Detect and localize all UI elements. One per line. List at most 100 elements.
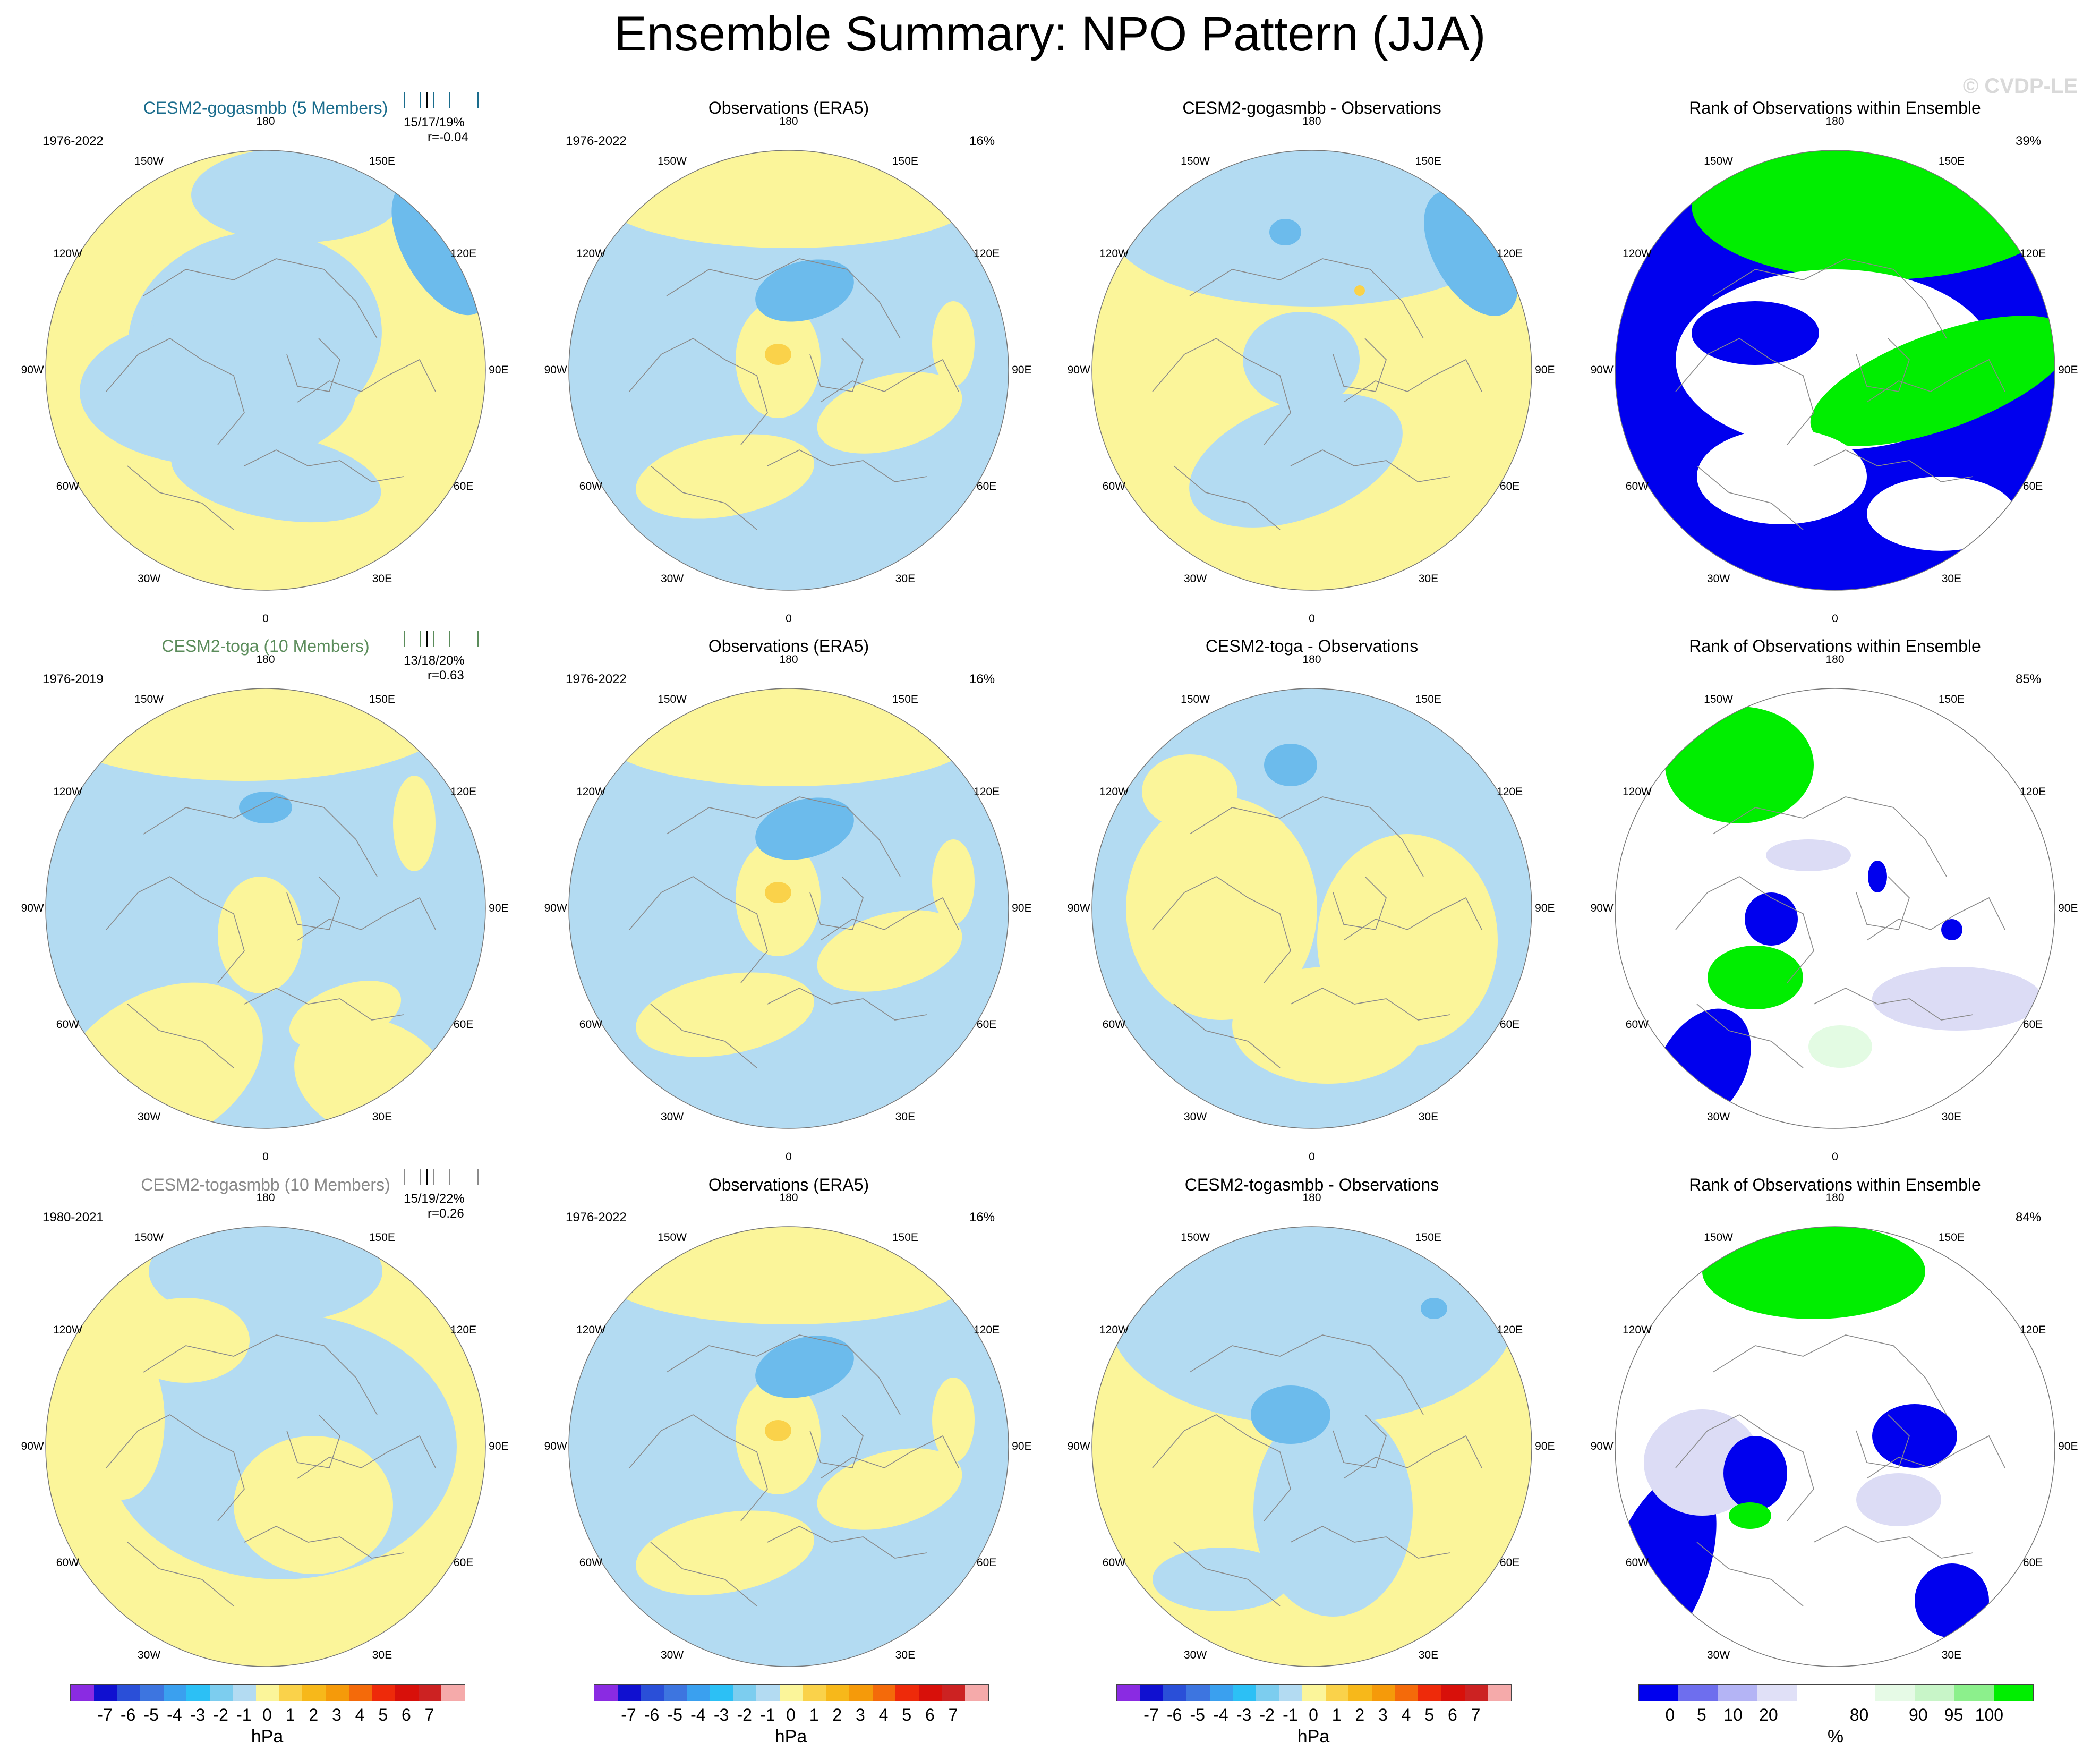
- field-blob: [636, 972, 814, 1057]
- coastline: [1173, 465, 1281, 530]
- diff-map: [1091, 1226, 1532, 1667]
- colorbar-tick-label: 3: [856, 1705, 865, 1724]
- field-blob: [755, 259, 854, 322]
- longitude-label: 30E: [1941, 1111, 1962, 1124]
- longitude-label: 120E: [974, 1323, 1000, 1336]
- colorbar-swatch: [1954, 1685, 1994, 1701]
- colorbar-swatch: [1418, 1685, 1441, 1701]
- pct-area-label: 84%: [2016, 1210, 2042, 1225]
- longitude-label: 30E: [895, 1111, 916, 1124]
- coastline: [809, 338, 864, 392]
- coastline: [244, 988, 404, 1021]
- coastline: [1189, 796, 1424, 877]
- coastline: [286, 1414, 340, 1468]
- longitude-label: 120W: [576, 1323, 605, 1336]
- colorbar-tick-label: 2: [832, 1705, 842, 1724]
- longitude-label: 150E: [369, 1231, 395, 1244]
- longitude-label: 90E: [489, 364, 509, 376]
- longitude-label: 30W: [137, 1111, 161, 1124]
- longitude-label: 120W: [53, 247, 82, 260]
- coastline: [809, 876, 864, 930]
- colorbar-tick-label: 3: [332, 1705, 342, 1724]
- longitude-label: 0: [262, 612, 269, 625]
- coastline: [629, 338, 768, 445]
- colorbar-swatch: [1117, 1685, 1140, 1701]
- coastline: [1856, 1414, 1910, 1468]
- colorbar-tick-label: -1: [236, 1705, 252, 1724]
- colorbar-tick-label: -5: [1190, 1705, 1205, 1724]
- page-title: Ensemble Summary: NPO Pattern (JJA): [614, 7, 1486, 61]
- colorbar-tick-label: 2: [309, 1705, 319, 1724]
- coastline: [1856, 338, 1910, 392]
- colorbar-swatch: [803, 1685, 826, 1701]
- colorbar-swatch: [441, 1685, 465, 1701]
- colorbar-tick-label: -2: [213, 1705, 228, 1724]
- model-panel-title: CESM2-gogasmbb (5 Members): [143, 98, 388, 117]
- field-blob: [817, 372, 962, 454]
- spread-tick: [426, 631, 428, 647]
- longitude-label: 30E: [372, 1111, 392, 1124]
- longitude-label: 150W: [1181, 155, 1210, 167]
- longitude-label: 150W: [1181, 693, 1210, 705]
- field-blob: [1110, 1227, 1514, 1425]
- field-blob: [1421, 1298, 1447, 1319]
- longitude-label: 90W: [21, 1440, 44, 1452]
- colorbar-tick-label: 2: [1355, 1705, 1365, 1724]
- colorbar-swatch: [1441, 1685, 1465, 1701]
- longitude-label: 120E: [2020, 785, 2046, 798]
- coastline: [1866, 359, 2005, 403]
- field-blob: [234, 1436, 393, 1574]
- longitude-label: 120W: [1622, 1323, 1652, 1336]
- longitude-label: 60E: [976, 1018, 997, 1031]
- coastline: [767, 988, 927, 1021]
- map-boundary: [1091, 1226, 1532, 1667]
- coastline: [127, 1542, 234, 1606]
- colorbar-swatch: [140, 1685, 164, 1701]
- colorbar-tick-label: 1: [285, 1705, 295, 1724]
- longitude-label: 60E: [1499, 1557, 1520, 1569]
- field-blob: [1872, 1404, 1957, 1468]
- obs-panel-title: Observations (ERA5): [708, 636, 869, 656]
- spread-tick: [433, 631, 434, 647]
- colorbar-tick-label: 5: [378, 1705, 388, 1724]
- period-label: 1976-2019: [42, 672, 104, 686]
- field-blob: [1142, 754, 1237, 829]
- field-blob: [1232, 967, 1423, 1084]
- colorbar-unit: hPa: [1297, 1727, 1330, 1747]
- colorbar-tick-label: -7: [621, 1705, 636, 1724]
- field-blob: [1189, 394, 1403, 528]
- map-boundary: [568, 688, 1009, 1129]
- longitude-label: 150E: [892, 693, 918, 705]
- longitude-label: 60E: [2022, 1018, 2043, 1031]
- pct-variance-label: 16%: [969, 1210, 995, 1225]
- period-label: 1976-2022: [566, 672, 627, 686]
- longitude-label: 90E: [2058, 364, 2078, 376]
- colorbar-swatch: [348, 1685, 372, 1701]
- colorbar-swatch: [279, 1685, 303, 1701]
- colorbar-tick-label: -3: [190, 1705, 206, 1724]
- pct-variance-label: 13/18/20%: [404, 653, 465, 668]
- coastline: [1290, 449, 1450, 482]
- model-map: [45, 1226, 486, 1667]
- longitude-label: 150W: [1181, 1231, 1210, 1244]
- longitude-label: 120W: [576, 247, 605, 260]
- coastline: [629, 1414, 768, 1521]
- coastline: [650, 1004, 757, 1068]
- longitude-label: 90E: [489, 1440, 509, 1452]
- longitude-label: 0: [786, 1150, 792, 1163]
- coastline: [286, 876, 340, 930]
- colorbar-swatch: [1796, 1685, 1837, 1701]
- colorbar-swatch: [326, 1685, 349, 1701]
- colorbar-tick-label: 20: [1759, 1705, 1778, 1724]
- coastline: [1866, 897, 2005, 941]
- colorbar-tick-label: 6: [925, 1705, 935, 1724]
- colorbar-swatch: [918, 1685, 942, 1701]
- model-map: [45, 688, 486, 1129]
- longitude-label: 90E: [1535, 902, 1555, 914]
- map-boundary: [568, 150, 1009, 591]
- colorbar-swatch: [1256, 1685, 1279, 1701]
- field-blob: [755, 797, 854, 860]
- diff-map: [1091, 688, 1532, 1129]
- field-blob: [636, 434, 814, 519]
- model-map: [45, 150, 486, 591]
